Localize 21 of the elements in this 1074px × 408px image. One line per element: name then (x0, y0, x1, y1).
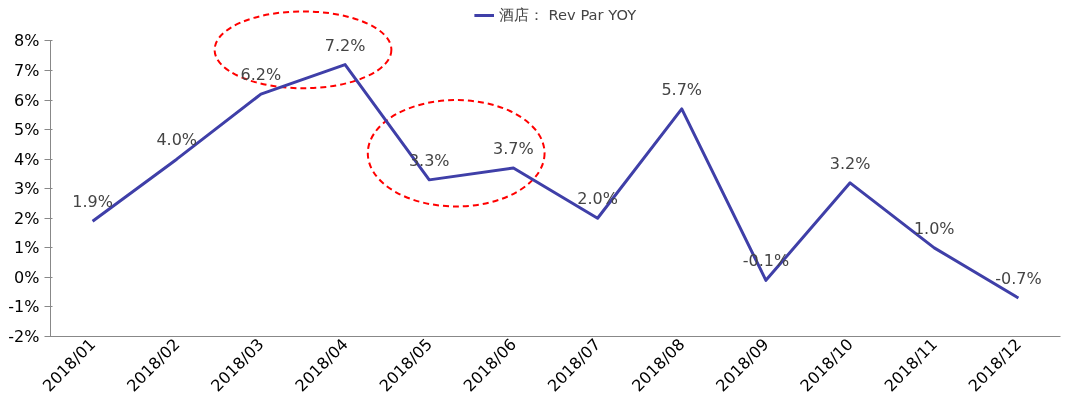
y-tick-label: 7% (14, 61, 40, 81)
y-tick-label: 8% (14, 31, 40, 51)
text: 1.9% (72, 192, 113, 212)
text: 3.2% (829, 153, 871, 173)
text: 5.7% (661, 79, 703, 99)
y-tick-label: 0% (14, 267, 40, 287)
y-tick-label: 3% (14, 179, 40, 199)
text: 3.7% (493, 139, 534, 159)
y-tick-label: 4% (14, 149, 40, 169)
y-tick-label: 5% (14, 120, 40, 140)
y-tick-label: -1% (8, 297, 40, 317)
y-tick-label: 1% (14, 238, 40, 258)
y-tick-label: 6% (14, 90, 40, 110)
legend-label: 酒店： Rev Par YOY (498, 5, 637, 25)
y-tick-label: 2% (14, 208, 40, 228)
text: 4.0% (156, 130, 198, 150)
text: -0.7% (995, 269, 1042, 289)
text: 6.2% (240, 65, 282, 85)
y-tick-label: -2% (8, 327, 40, 346)
text: 7.2% (324, 35, 366, 55)
text: 1.0% (913, 218, 955, 238)
